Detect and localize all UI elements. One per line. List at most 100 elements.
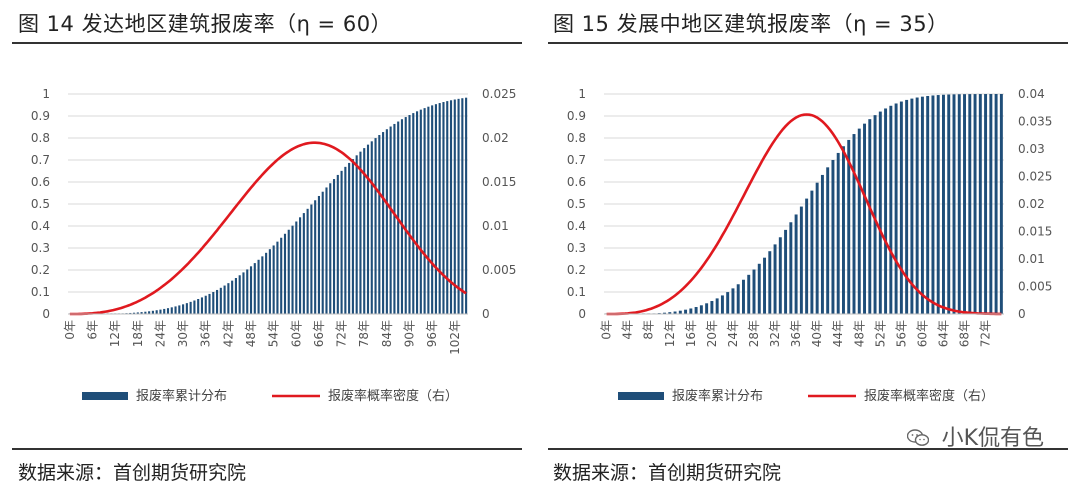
left-chart: 0 0.1 0.2 0.3 0.4 0.5 0.6 0.7 0.8 0.9 1 0 0.005 0.01 0… — [31, 87, 516, 404]
left-bar — [189, 301, 192, 314]
left-bar — [385, 129, 388, 314]
left-bar — [197, 299, 200, 314]
right-bar — [978, 94, 982, 314]
right-bar — [926, 95, 930, 314]
right-bar — [694, 307, 698, 314]
right-bar — [973, 94, 977, 314]
wechat-icon — [906, 429, 929, 446]
right-x-tick-label: 48年 — [852, 320, 866, 347]
left-bar — [234, 278, 237, 314]
left-bar — [129, 312, 132, 314]
left-x-tick-label: 72年 — [335, 320, 349, 347]
left-bar — [325, 187, 328, 314]
right-x-tick-label: 60年 — [915, 320, 929, 347]
left-bar — [291, 225, 294, 314]
right-bar — [768, 251, 772, 314]
left-y-left-tick-label: 0.4 — [31, 219, 50, 233]
left-bar — [382, 132, 385, 314]
right-bar — [936, 95, 940, 314]
left-y-right-tick-label: 0 — [482, 307, 490, 321]
right-y-right-tick-label: 0.03 — [1018, 142, 1045, 156]
right-x-tick-label: 64年 — [936, 320, 950, 347]
left-bar — [423, 108, 426, 314]
right-bar — [957, 94, 961, 315]
right-bar — [731, 288, 735, 314]
left-bar — [370, 141, 373, 314]
left-x-tick-label: 102年 — [448, 320, 462, 355]
left-density-line — [69, 141, 467, 316]
right-x-tick-label: 68年 — [958, 320, 972, 347]
right-bar — [868, 119, 872, 315]
right-bar — [905, 99, 909, 315]
right-bar — [994, 94, 998, 314]
left-bar — [389, 126, 392, 314]
right-bar — [884, 108, 888, 314]
left-bar — [287, 229, 290, 314]
right-bar — [742, 279, 745, 314]
left-x-tick-label: 42年 — [221, 320, 235, 347]
right-bar — [894, 103, 898, 314]
right-y-left-tick-label: 0.9 — [567, 109, 586, 123]
left-bar — [268, 249, 271, 314]
left-bar — [212, 291, 215, 314]
left-y-right-tick-label: 0.015 — [482, 175, 516, 189]
right-y-right-tick-label: 0 — [1018, 307, 1026, 321]
right-bar — [668, 312, 672, 314]
right-bar — [689, 308, 693, 314]
left-x-tick-label: 78年 — [357, 320, 371, 347]
right-bar — [942, 94, 945, 314]
left-bar — [404, 117, 407, 314]
right-y-left-tick-label: 0.5 — [567, 197, 586, 211]
left-bar — [208, 293, 211, 314]
watermark: 小K侃有色 — [906, 420, 1044, 452]
left-bar — [249, 266, 253, 314]
right-bar — [815, 182, 819, 314]
left-bar — [246, 269, 249, 314]
left-x-tick-label: 6年 — [86, 320, 100, 340]
right-bar — [705, 303, 709, 314]
right-bar — [989, 94, 993, 314]
right-y-right-tick-label: 0.035 — [1018, 115, 1052, 129]
right-x-tick-label: 36年 — [789, 320, 803, 347]
left-bar — [344, 166, 347, 314]
right-bar — [899, 101, 903, 314]
left-bar — [257, 259, 260, 314]
right-bar — [968, 94, 972, 314]
right-legend-bar-swatch — [618, 392, 664, 400]
left-bar — [431, 105, 434, 315]
left-bar — [461, 98, 464, 314]
left-x-tick-label: 24年 — [153, 320, 167, 347]
left-y-right-tick-label: 0.01 — [482, 219, 509, 233]
right-y-right-tick-label: 0.015 — [1018, 225, 1052, 239]
left-bar — [276, 241, 279, 314]
left-bar — [283, 233, 287, 314]
left-y-left-tick-label: 0.2 — [31, 263, 50, 277]
left-x-tick-label: 84年 — [380, 320, 394, 347]
right-legend-bar-label: 报废率累计分布 — [672, 388, 763, 404]
right-bar — [889, 105, 893, 315]
left-bar — [272, 245, 275, 314]
left-x-tick-label: 96年 — [425, 320, 439, 347]
left-x-tick-label: 12年 — [108, 320, 122, 347]
right-bar — [778, 237, 782, 314]
right-bar — [920, 96, 924, 315]
right-bar — [910, 98, 914, 314]
right-bar — [794, 214, 798, 314]
left-bar — [438, 103, 441, 314]
left-bar — [253, 263, 256, 314]
left-bar — [314, 200, 317, 314]
left-bar — [400, 119, 404, 314]
right-bar — [999, 94, 1003, 314]
left-bar — [231, 280, 234, 314]
left-bar — [219, 287, 222, 314]
left-title-rule — [12, 42, 522, 44]
right-bar — [952, 94, 956, 314]
left-source-rule — [12, 448, 522, 450]
left-bar — [163, 308, 166, 314]
left-x-tick-label: 18年 — [131, 320, 145, 347]
left-x-tick-label: 60年 — [289, 320, 303, 347]
left-x-tick-label: 36年 — [199, 320, 213, 347]
left-bar — [340, 170, 343, 314]
left-bar — [416, 111, 419, 314]
right-bar — [931, 95, 935, 315]
